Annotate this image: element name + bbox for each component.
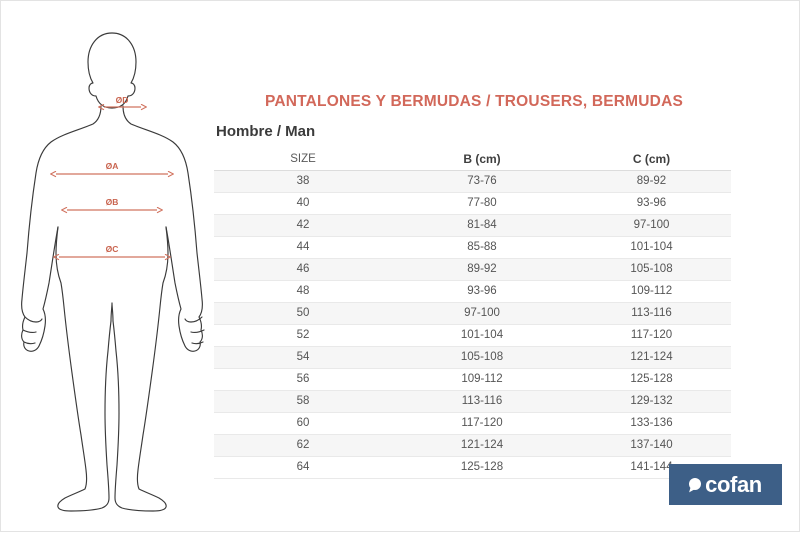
brand-logo-text: cofan <box>705 471 762 497</box>
table-row: 46 89-92 105-108 <box>214 258 731 281</box>
table-row: 44 85-88 101-104 <box>214 236 731 259</box>
table-row: 40 77-80 93-96 <box>214 192 731 215</box>
cell-size: 54 <box>296 351 310 363</box>
silhouette-outline <box>21 32 205 512</box>
cell-size: 44 <box>296 241 310 253</box>
table-row: 50 97-100 113-116 <box>214 302 731 325</box>
table-row: 58 113-116 129-132 <box>214 390 731 413</box>
cell-b: 93-96 <box>467 285 497 297</box>
measure-arrow-chest: ØA <box>56 161 168 174</box>
cell-size: 52 <box>296 329 310 341</box>
measure-arrow-neck: ØD <box>104 95 141 107</box>
table-row: 64 125-128 141-144 <box>214 456 731 479</box>
cell-size: 64 <box>296 461 310 473</box>
body-diagram: ØD ØA ØB ØC <box>19 21 209 513</box>
content-area: PANTALONES Y BERMUDAS / TROUSERS, BERMUD… <box>214 1 787 533</box>
cell-b: 117-120 <box>461 417 503 429</box>
measure-arrow-waist: ØB <box>67 197 157 210</box>
measure-label-d: ØD <box>116 95 129 105</box>
cell-c: 109-112 <box>630 285 673 297</box>
cell-size: 40 <box>296 197 310 209</box>
cell-b: 97-100 <box>464 307 500 319</box>
cell-c: 125-128 <box>630 373 673 385</box>
cell-c: 121-124 <box>630 351 673 363</box>
cell-b: 101-104 <box>460 329 504 341</box>
table-row: 52 101-104 117-120 <box>214 324 731 347</box>
cell-c: 105-108 <box>630 263 673 275</box>
cell-size: 56 <box>296 373 310 385</box>
cell-c: 141-144 <box>630 461 673 473</box>
column-header-b: B (cm) <box>392 149 572 171</box>
table-row: 54 105-108 121-124 <box>214 346 731 369</box>
column-header-size: SIZE <box>214 149 392 171</box>
cell-b: 81-84 <box>467 219 497 231</box>
table-header-row: SIZE B (cm) C (cm) <box>214 149 731 171</box>
table-row: 56 109-112 125-128 <box>214 368 731 391</box>
cell-c: 101-104 <box>630 241 673 253</box>
measure-label-a: ØA <box>106 161 119 171</box>
table-body: 38 73-76 89-92 40 77-80 93-96 42 81-84 97-100 44 8… <box>214 170 731 479</box>
measure-arrow-hips: ØC <box>59 244 165 257</box>
cell-b: 85-88 <box>467 241 497 253</box>
table-row: 38 73-76 89-92 <box>214 170 731 193</box>
cell-c: 137-140 <box>630 439 673 451</box>
table-header: SIZE B (cm) C (cm) <box>214 149 731 171</box>
cell-b: 77-80 <box>467 197 497 209</box>
cell-size: 60 <box>296 417 310 429</box>
cell-c: 89-92 <box>636 175 667 187</box>
cell-size: 38 <box>296 175 310 187</box>
cell-c: 133-136 <box>630 417 673 429</box>
cell-size: 42 <box>296 219 310 231</box>
cell-size: 46 <box>296 263 310 275</box>
section-subtitle: Hombre / Man <box>216 123 316 140</box>
measure-label-c: ØC <box>106 244 119 254</box>
measure-label-b: ØB <box>106 197 119 207</box>
brand-logo[interactable]: cofan <box>669 464 782 505</box>
page-title: PANTALONES Y BERMUDAS / TROUSERS, BERMUD… <box>264 93 684 110</box>
cell-b: 105-108 <box>460 351 504 363</box>
table-row: 60 117-120 133-136 <box>214 412 731 435</box>
cell-b: 73-76 <box>467 175 497 187</box>
cell-b: 121-124 <box>460 439 504 451</box>
cell-c: 93-96 <box>636 197 667 209</box>
cell-b: 89-92 <box>467 263 497 275</box>
cell-size: 48 <box>296 285 310 297</box>
cell-c: 113-116 <box>631 307 672 319</box>
cell-c: 117-120 <box>630 329 673 341</box>
cell-size: 58 <box>296 395 310 407</box>
cell-b: 113-116 <box>461 395 503 407</box>
size-table: SIZE B (cm) C (cm) 38 73-76 89-92 40 77-80 93… <box>214 149 731 479</box>
speech-bubble-icon <box>689 478 702 491</box>
cell-size: 50 <box>296 307 310 319</box>
cell-c: 129-132 <box>630 395 673 407</box>
cell-size: 62 <box>296 439 310 451</box>
table-row: 62 121-124 137-140 <box>214 434 731 457</box>
cell-b: 125-128 <box>460 461 504 473</box>
cell-b: 109-112 <box>461 373 503 385</box>
table-row: 42 81-84 97-100 <box>214 214 731 237</box>
cell-c: 97-100 <box>633 219 670 231</box>
table-row: 48 93-96 109-112 <box>214 280 731 303</box>
column-header-c: C (cm) <box>572 149 731 171</box>
